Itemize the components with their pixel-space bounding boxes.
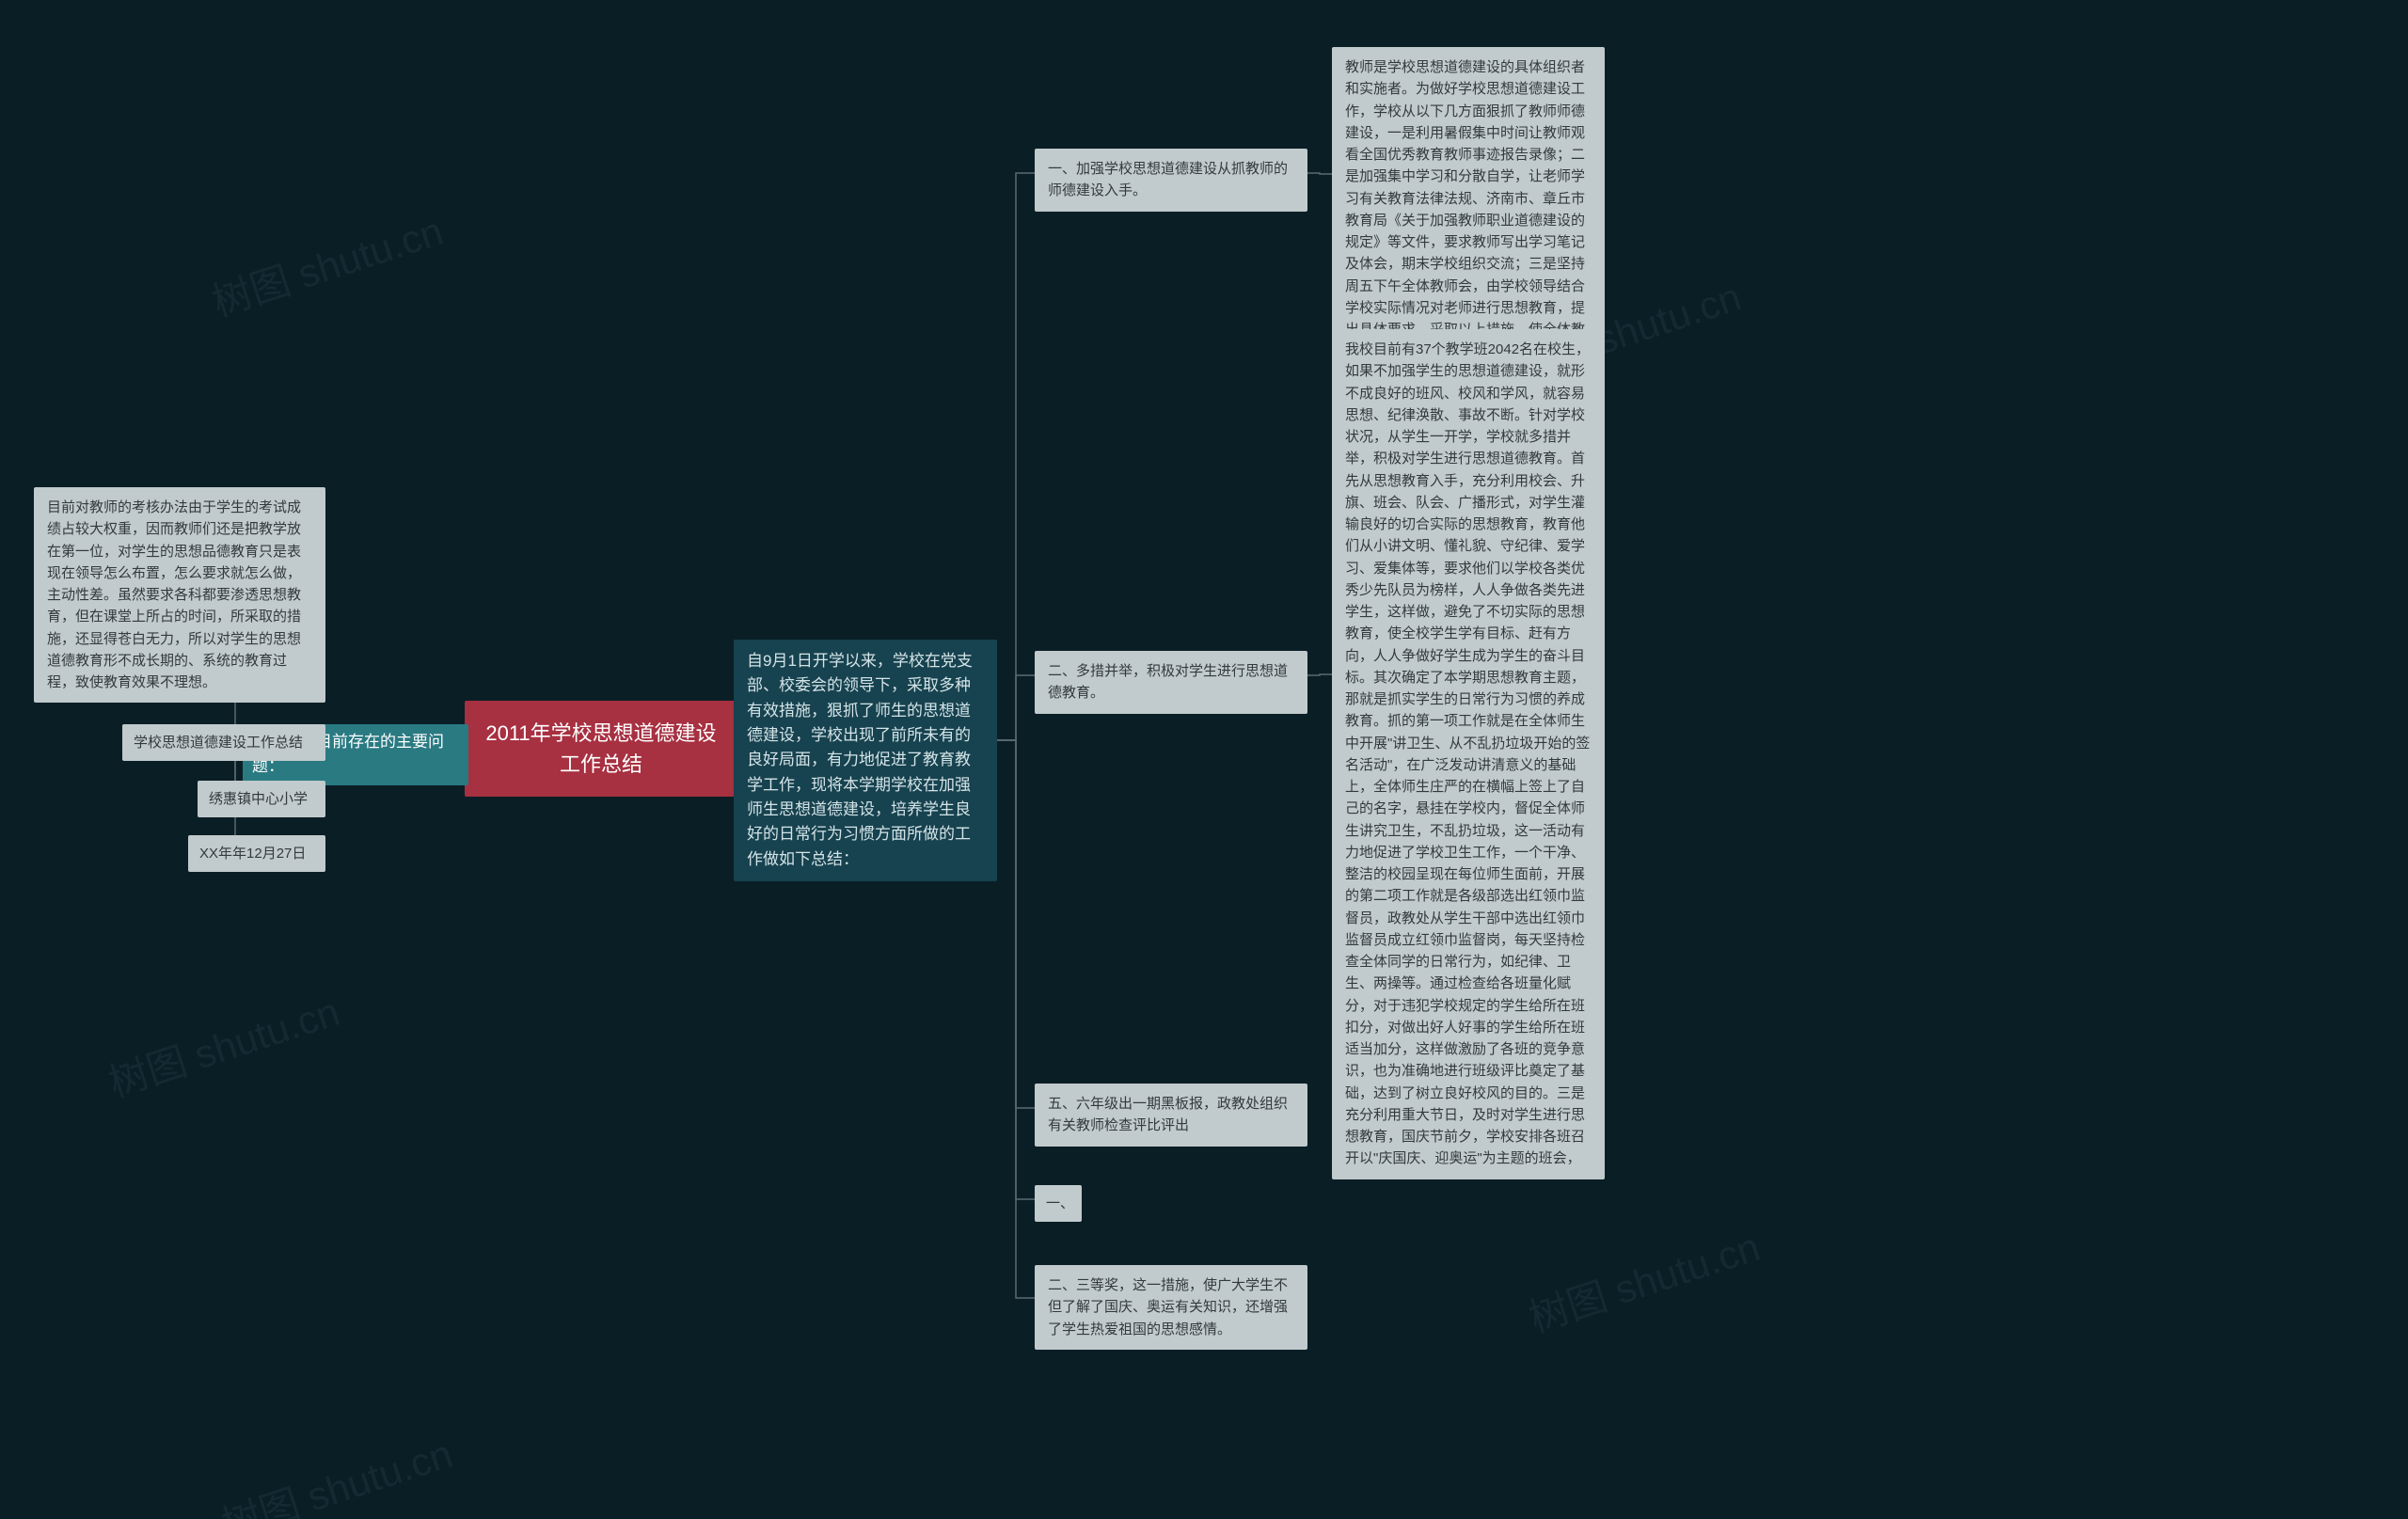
leaf-text: 一、 — [1046, 1195, 1074, 1211]
connector — [997, 740, 1035, 1199]
leaf-text: 我校目前有37个教学班2042名在校生，如果不加强学生的思想道德建设，就形不成良… — [1345, 341, 1590, 1166]
leaf-text: 绣惠镇中心小学 — [209, 791, 308, 807]
leaf-l1b[interactable]: 学校思想道德建设工作总结 — [122, 724, 325, 761]
connector — [997, 740, 1035, 1298]
branch-right-text: 自9月1日开学以来，学校在党支部、校委会的领导下，采取多种有效措施，狠抓了师生的… — [747, 652, 973, 868]
leaf-l1a[interactable]: 目前对教师的考核办法由于学生的考试成绩占较大权重，因而教师们还是把教学放在第一位… — [34, 487, 325, 703]
watermark: 树图 shutu.cn — [204, 199, 450, 328]
connector — [997, 740, 1035, 1108]
root-node[interactable]: 2011年学校思想道德建设 工作总结 — [465, 701, 737, 797]
root-text: 2011年学校思想道德建设 工作总结 — [485, 721, 716, 776]
leaf-l1d[interactable]: XX年年12月27日 — [188, 835, 325, 872]
connector — [997, 675, 1035, 740]
connector — [1307, 173, 1332, 174]
leaf-text: 五、六年级出一期黑板报，政教处组织有关教师检查评比评出 — [1048, 1096, 1288, 1133]
leaf-r1b-detail[interactable]: 我校目前有37个教学班2042名在校生，如果不加强学生的思想道德建设，就形不成良… — [1332, 329, 1605, 1179]
connector — [997, 173, 1035, 740]
leaf-text: 目前对教师的考核办法由于学生的考试成绩占较大权重，因而教师们还是把教学放在第一位… — [47, 499, 301, 690]
leaf-text: 二、多措并举，积极对学生进行思想道德教育。 — [1048, 663, 1288, 701]
leaf-r1d[interactable]: 一、 — [1035, 1185, 1082, 1222]
connector — [1307, 674, 1332, 675]
leaf-r1a[interactable]: 一、加强学校思想道德建设从抓教师的师德建设入手。 — [1035, 149, 1307, 212]
leaf-text: 二、三等奖，这一措施，使广大学生不但了解了国庆、奥运有关知识，还增强了学生热爱祖… — [1048, 1277, 1288, 1337]
leaf-r1b[interactable]: 二、多措并举，积极对学生进行思想道德教育。 — [1035, 651, 1307, 714]
leaf-r1e[interactable]: 二、三等奖，这一措施，使广大学生不但了解了国庆、奥运有关知识，还增强了学生热爱祖… — [1035, 1265, 1307, 1350]
leaf-text: 一、加强学校思想道德建设从抓教师的师德建设入手。 — [1048, 161, 1288, 198]
watermark: 树图 shutu.cn — [214, 1422, 459, 1519]
watermark: 树图 shutu.cn — [101, 980, 346, 1109]
leaf-r1c[interactable]: 五、六年级出一期黑板报，政教处组织有关教师检查评比评出 — [1035, 1084, 1307, 1147]
branch-right[interactable]: 自9月1日开学以来，学校在党支部、校委会的领导下，采取多种有效措施，狠抓了师生的… — [734, 640, 997, 881]
leaf-text: XX年年12月27日 — [199, 846, 306, 862]
leaf-l1c[interactable]: 绣惠镇中心小学 — [198, 781, 325, 817]
leaf-text: 学校思想道德建设工作总结 — [134, 735, 303, 751]
watermark: 树图 shutu.cn — [1521, 1215, 1766, 1344]
